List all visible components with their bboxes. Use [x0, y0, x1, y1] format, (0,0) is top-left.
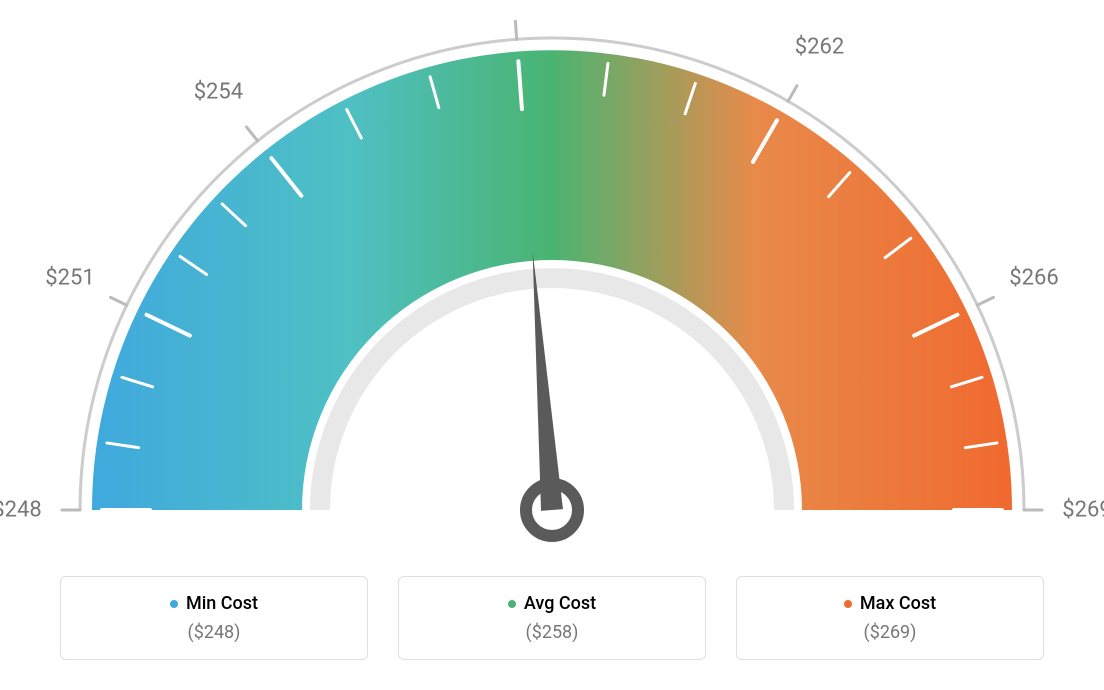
scale-label: $254 — [194, 79, 243, 104]
legend-title-max: Max Cost — [747, 593, 1033, 614]
legend-dot-max — [844, 600, 852, 608]
scale-label: $248 — [0, 498, 42, 523]
gauge-chart: $248$251$254$258$262$266$269 — [0, 0, 1104, 560]
legend-dot-avg — [508, 600, 516, 608]
legend-title-min: Min Cost — [71, 593, 357, 614]
scale-label: $269 — [1062, 498, 1104, 523]
legend-card-avg: Avg Cost ($258) — [398, 576, 706, 660]
legend-label-max: Max Cost — [860, 593, 936, 614]
cost-gauge-container: $248$251$254$258$262$266$269 Min Cost ($… — [0, 0, 1104, 690]
legend-card-max: Max Cost ($269) — [736, 576, 1044, 660]
legend-value-avg: ($258) — [409, 622, 695, 643]
legend-dot-min — [170, 600, 178, 608]
legend-row: Min Cost ($248) Avg Cost ($258) Max Cost… — [60, 576, 1044, 660]
legend-label-min: Min Cost — [186, 593, 258, 614]
legend-label-avg: Avg Cost — [524, 593, 596, 614]
scale-label: $262 — [795, 34, 844, 59]
scale-label: $266 — [1009, 265, 1058, 290]
scale-label: $251 — [45, 265, 94, 290]
legend-value-max: ($269) — [747, 622, 1033, 643]
gauge-svg — [0, 0, 1104, 560]
legend-value-min: ($248) — [71, 622, 357, 643]
legend-card-min: Min Cost ($248) — [60, 576, 368, 660]
legend-title-avg: Avg Cost — [409, 593, 695, 614]
